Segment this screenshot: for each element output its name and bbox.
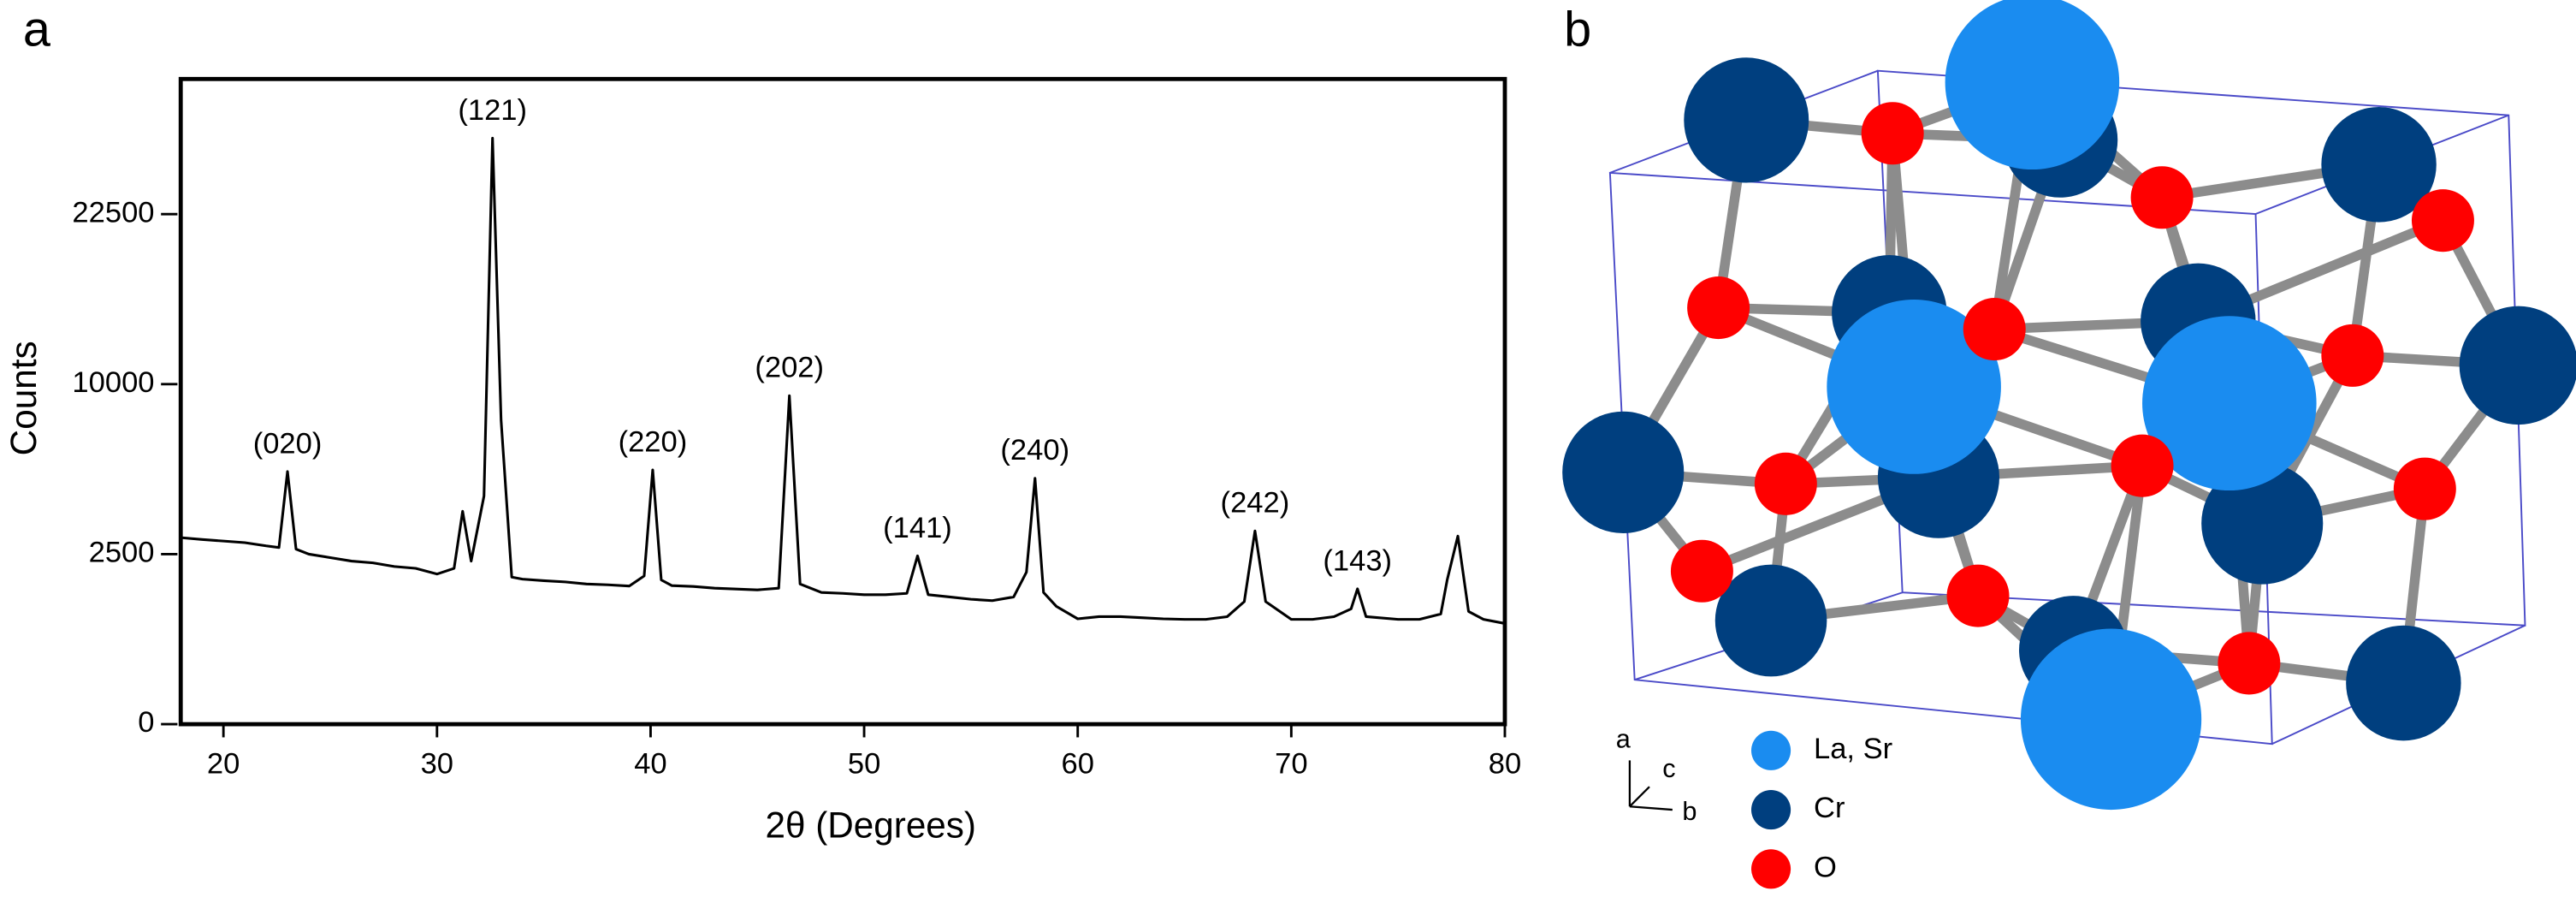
y-tick-label: 2500 — [89, 537, 155, 569]
atom — [1827, 299, 2001, 474]
triad-c — [1629, 786, 1650, 808]
atom — [1670, 539, 1733, 603]
atom — [1562, 411, 1685, 534]
axis-label-a: a — [1616, 723, 1631, 753]
peak-label: (121) — [458, 94, 527, 127]
atom — [2142, 316, 2317, 491]
atom — [1945, 0, 2120, 170]
axis-triad — [1628, 760, 1673, 811]
atom — [1754, 452, 1817, 515]
axis-label-b: b — [1682, 796, 1697, 826]
y-tick-label: 0 — [138, 706, 154, 739]
atom — [1946, 564, 2010, 627]
plot-frame — [178, 76, 1507, 727]
triad-b — [1629, 805, 1673, 811]
x-tick-label: 60 — [1061, 747, 1093, 780]
x-tick-label: 50 — [848, 747, 880, 780]
atoms — [1562, 0, 2576, 811]
legend-label: La, Sr — [1814, 733, 1892, 765]
x-tick-label: 70 — [1275, 747, 1307, 780]
panel-label: a — [23, 3, 51, 57]
atom — [2411, 189, 2474, 252]
atom — [2346, 625, 2461, 741]
atom — [2130, 166, 2194, 229]
x-tick-label: 30 — [421, 747, 453, 780]
atom — [1684, 57, 1809, 183]
peak-label: (240) — [1000, 434, 1069, 466]
atom — [1687, 276, 1750, 340]
peak-label: (020) — [253, 427, 323, 460]
atom — [2111, 434, 2174, 497]
x-axis-label: 2θ (Degrees) — [765, 805, 976, 845]
legend-swatch — [1751, 849, 1791, 889]
peak-label: (220) — [619, 425, 688, 458]
axis-label-c: c — [1662, 753, 1675, 783]
atom — [1861, 102, 1924, 165]
y-tick-label: 22500 — [72, 196, 154, 229]
legend-label: Cr — [1814, 792, 1845, 824]
peak-label: (143) — [1323, 544, 1392, 577]
data-line — [181, 136, 1506, 625]
atom — [2201, 462, 2324, 585]
atom — [2321, 106, 2437, 223]
y-axis-label: Counts — [3, 341, 44, 455]
peak-label: (202) — [755, 352, 824, 384]
atom — [1714, 564, 1827, 677]
atom — [2218, 632, 2281, 695]
peak-label: (242) — [1221, 487, 1290, 520]
atom — [2020, 628, 2202, 811]
legend-swatch — [1751, 790, 1791, 830]
x-tick-label: 80 — [1489, 747, 1521, 780]
atom — [2393, 457, 2456, 520]
peak-label: (141) — [883, 512, 952, 544]
y-tick-label: 10000 — [72, 366, 154, 399]
legend-label: O — [1814, 851, 1837, 883]
atom — [2321, 324, 2384, 387]
x-tick-label: 20 — [207, 747, 240, 780]
atom — [2459, 306, 2576, 425]
x-tick-label: 40 — [634, 747, 666, 780]
panel-label: b — [1564, 3, 1591, 57]
atom — [1963, 298, 2026, 361]
legend-swatch — [1751, 730, 1791, 770]
